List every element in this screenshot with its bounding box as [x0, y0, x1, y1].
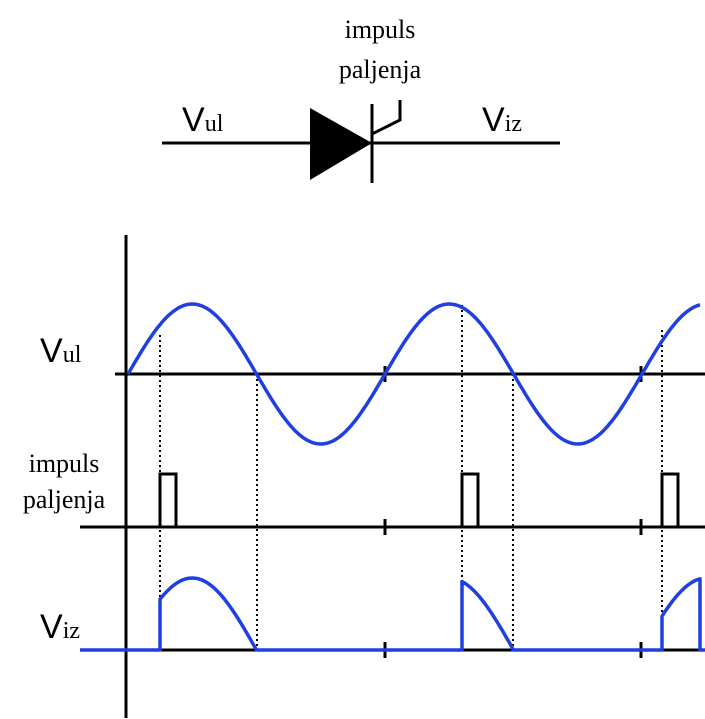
input-wave [126, 302, 701, 446]
gate-label: impuls [345, 15, 416, 44]
axes [80, 235, 705, 718]
label-sub: ul [63, 342, 82, 368]
gate-lead [371, 100, 402, 136]
viz-label: Viz [40, 608, 80, 646]
label-sub: ul [205, 111, 224, 137]
label-main: V [482, 101, 505, 139]
pulse-label: impuls [29, 449, 100, 478]
diode-triangle [310, 108, 372, 180]
thyristor-symbol [162, 100, 560, 183]
gate-label: paljenja [339, 55, 422, 84]
label-sub: iz [505, 111, 522, 137]
gate-pulses [158, 472, 680, 527]
dotted-lines [159, 305, 663, 650]
label-main: V [182, 101, 205, 139]
label-main: V [40, 608, 63, 646]
label-main: V [40, 332, 63, 370]
output-wave [80, 576, 705, 652]
vul-label: Vul [40, 332, 82, 370]
pulse-label: paljenja [23, 485, 106, 514]
output-label: Viz [482, 101, 522, 139]
input-label: Vul [182, 101, 224, 139]
label-sub: iz [63, 618, 80, 644]
